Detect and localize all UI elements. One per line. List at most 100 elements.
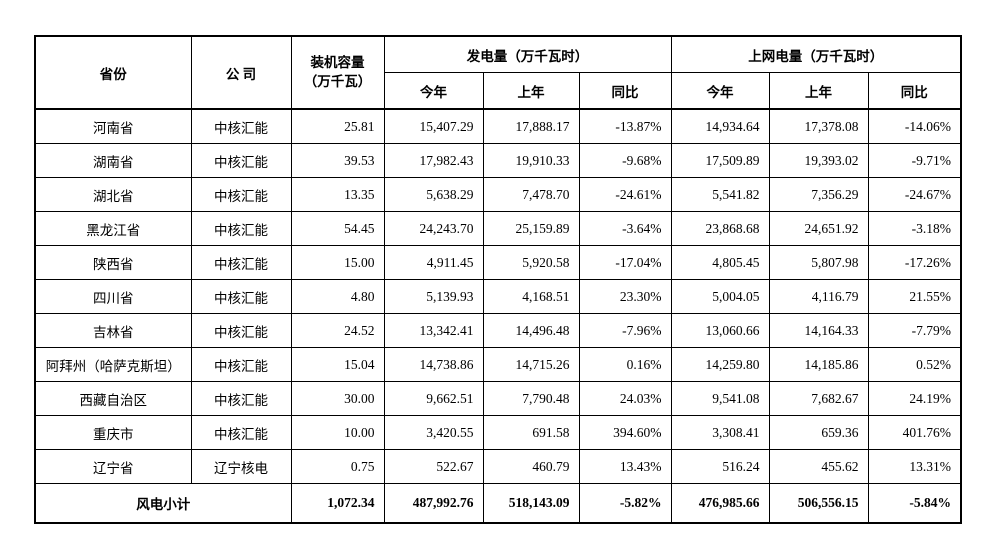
cell-company: 中核汇能 — [190, 381, 292, 416]
cell-company: 中核汇能 — [190, 245, 292, 280]
cell-grid-yoy: 24.19% — [867, 381, 962, 416]
power-generation-table: 省份 公 司 装机容量 （万千瓦） 发电量（万千瓦时） 上网电量（万千瓦时） 今… — [34, 35, 963, 524]
subtotal-row: 风电小计 1,072.34 487,992.76 518,143.09 -5.8… — [34, 483, 962, 524]
cell-company: 中核汇能 — [190, 211, 292, 246]
subtotal-gen-yoy: -5.82% — [578, 483, 672, 524]
col-header-company: 公 司 — [190, 35, 292, 110]
cell-province: 阿拜州（哈萨克斯坦） — [34, 347, 192, 382]
cell-grid-last-year: 24,651.92 — [768, 211, 869, 246]
cell-gen-last-year: 7,478.70 — [482, 177, 580, 212]
table-row: 河南省 中核汇能 25.81 15,407.29 17,888.17 -13.8… — [34, 108, 962, 144]
cell-gen-yoy: -3.64% — [578, 211, 672, 246]
cell-company: 中核汇能 — [190, 347, 292, 382]
cell-grid-this-year: 5,541.82 — [670, 177, 770, 212]
cell-gen-last-year: 14,496.48 — [482, 313, 580, 348]
cell-company: 中核汇能 — [190, 279, 292, 314]
cell-capacity: 30.00 — [290, 381, 385, 416]
table-row: 辽宁省 辽宁核电 0.75 522.67 460.79 13.43% 516.2… — [34, 449, 962, 484]
cell-company: 中核汇能 — [190, 143, 292, 178]
subtotal-section: 风电小计 1,072.34 487,992.76 518,143.09 -5.8… — [34, 483, 962, 524]
cell-gen-yoy: -7.96% — [578, 313, 672, 348]
cell-gen-last-year: 25,159.89 — [482, 211, 580, 246]
subtotal-label: 风电小计 — [34, 483, 292, 524]
cell-capacity: 24.52 — [290, 313, 385, 348]
cell-capacity: 15.04 — [290, 347, 385, 382]
cell-grid-last-year: 19,393.02 — [768, 143, 869, 178]
cell-grid-yoy: -3.18% — [867, 211, 962, 246]
cell-capacity: 54.45 — [290, 211, 385, 246]
cell-grid-last-year: 4,116.79 — [768, 279, 869, 314]
cell-company: 中核汇能 — [190, 108, 292, 144]
cell-province: 吉林省 — [34, 313, 192, 348]
cell-grid-yoy: -9.71% — [867, 143, 962, 178]
cell-grid-yoy: 13.31% — [867, 449, 962, 484]
cell-gen-last-year: 19,910.33 — [482, 143, 580, 178]
cell-company: 中核汇能 — [190, 313, 292, 348]
cell-gen-yoy: -13.87% — [578, 108, 672, 144]
cell-grid-last-year: 7,356.29 — [768, 177, 869, 212]
cell-capacity: 10.00 — [290, 415, 385, 450]
cell-grid-this-year: 13,060.66 — [670, 313, 770, 348]
col-header-capacity: 装机容量 （万千瓦） — [290, 35, 385, 110]
col-group-generation: 发电量（万千瓦时） — [383, 35, 672, 73]
cell-capacity: 4.80 — [290, 279, 385, 314]
cell-grid-last-year: 5,807.98 — [768, 245, 869, 280]
cell-company: 辽宁核电 — [190, 449, 292, 484]
cell-gen-this-year: 5,139.93 — [383, 279, 484, 314]
table-row: 四川省 中核汇能 4.80 5,139.93 4,168.51 23.30% 5… — [34, 279, 962, 314]
cell-grid-yoy: 401.76% — [867, 415, 962, 450]
col-header-grid-last-year: 上年 — [768, 72, 869, 110]
table-row: 黑龙江省 中核汇能 54.45 24,243.70 25,159.89 -3.6… — [34, 211, 962, 246]
table-row: 吉林省 中核汇能 24.52 13,342.41 14,496.48 -7.96… — [34, 313, 962, 348]
cell-company: 中核汇能 — [190, 415, 292, 450]
cell-grid-yoy: -7.79% — [867, 313, 962, 348]
cell-gen-yoy: -24.61% — [578, 177, 672, 212]
header-row-sub: 今年 上年 同比 今年 上年 同比 — [35, 72, 962, 110]
cell-grid-this-year: 17,509.89 — [670, 143, 770, 178]
subtotal-gen-last-year: 518,143.09 — [482, 483, 580, 524]
cell-province: 陕西省 — [34, 245, 192, 280]
cell-gen-this-year: 14,738.86 — [383, 347, 484, 382]
cell-company: 中核汇能 — [190, 177, 292, 212]
cell-gen-last-year: 7,790.48 — [482, 381, 580, 416]
cell-capacity: 25.81 — [290, 108, 385, 144]
cell-grid-last-year: 14,185.86 — [768, 347, 869, 382]
cell-gen-last-year: 17,888.17 — [482, 108, 580, 144]
cell-grid-last-year: 14,164.33 — [768, 313, 869, 348]
cell-grid-this-year: 14,934.64 — [670, 108, 770, 144]
table-header: 省份 公 司 装机容量 （万千瓦） 发电量（万千瓦时） 上网电量（万千瓦时） 今… — [34, 35, 962, 110]
col-header-gen-last-year: 上年 — [482, 72, 580, 110]
cell-grid-last-year: 659.36 — [768, 415, 869, 450]
table-row: 阿拜州（哈萨克斯坦） 中核汇能 15.04 14,738.86 14,715.2… — [34, 347, 962, 382]
cell-gen-this-year: 17,982.43 — [383, 143, 484, 178]
table-row: 西藏自治区 中核汇能 30.00 9,662.51 7,790.48 24.03… — [34, 381, 962, 416]
col-header-grid-yoy: 同比 — [867, 72, 962, 110]
subtotal-grid-last-year: 506,556.15 — [768, 483, 869, 524]
table-row: 湖北省 中核汇能 13.35 5,638.29 7,478.70 -24.61%… — [34, 177, 962, 212]
header-row-groups: 省份 公 司 装机容量 （万千瓦） 发电量（万千瓦时） 上网电量（万千瓦时） — [34, 35, 962, 110]
cell-province: 河南省 — [34, 108, 192, 144]
cell-grid-this-year: 4,805.45 — [670, 245, 770, 280]
table-row: 重庆市 中核汇能 10.00 3,420.55 691.58 394.60% 3… — [34, 415, 962, 450]
cell-grid-yoy: -24.67% — [867, 177, 962, 212]
cell-gen-this-year: 9,662.51 — [383, 381, 484, 416]
cell-grid-this-year: 23,868.68 — [670, 211, 770, 246]
cell-province: 湖北省 — [34, 177, 192, 212]
cell-gen-this-year: 4,911.45 — [383, 245, 484, 280]
col-header-gen-yoy: 同比 — [578, 72, 672, 110]
cell-capacity: 13.35 — [290, 177, 385, 212]
cell-gen-this-year: 24,243.70 — [383, 211, 484, 246]
cell-gen-last-year: 460.79 — [482, 449, 580, 484]
subtotal-grid-this-year: 476,985.66 — [670, 483, 770, 524]
cell-gen-this-year: 522.67 — [383, 449, 484, 484]
cell-gen-yoy: 24.03% — [578, 381, 672, 416]
cell-grid-this-year: 14,259.80 — [670, 347, 770, 382]
cell-gen-last-year: 4,168.51 — [482, 279, 580, 314]
cell-gen-last-year: 691.58 — [482, 415, 580, 450]
cell-gen-last-year: 5,920.58 — [482, 245, 580, 280]
subtotal-capacity: 1,072.34 — [290, 483, 385, 524]
cell-gen-yoy: 13.43% — [578, 449, 672, 484]
cell-capacity: 0.75 — [290, 449, 385, 484]
cell-province: 辽宁省 — [34, 449, 192, 484]
